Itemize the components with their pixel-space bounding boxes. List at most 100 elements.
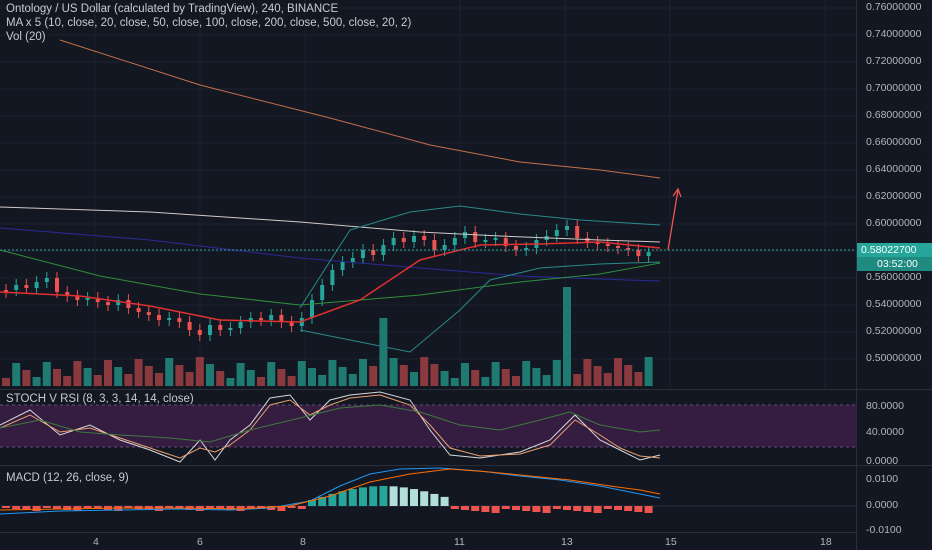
macd-tick: -0.0100 bbox=[866, 524, 902, 536]
volume-bar bbox=[53, 369, 61, 386]
symbol-title: Ontology / US Dollar (calculated by Trad… bbox=[6, 3, 338, 16]
bollinger-upper bbox=[300, 206, 660, 308]
macd-histogram-bar bbox=[43, 506, 51, 508]
volume-bar bbox=[451, 378, 459, 386]
volume-bar bbox=[94, 375, 102, 386]
macd-tick: 0.0000 bbox=[866, 499, 898, 511]
date-tick: 11 bbox=[454, 536, 465, 548]
price-tick: 0.50000000 bbox=[866, 352, 921, 364]
volume-bar bbox=[63, 376, 71, 386]
volume-bar bbox=[298, 361, 306, 386]
date-tick: 8 bbox=[300, 536, 306, 548]
macd-histogram-bar bbox=[522, 506, 530, 511]
macd-tick: 0.0100 bbox=[866, 473, 898, 485]
volume-bar bbox=[461, 363, 469, 386]
volume-bar bbox=[492, 362, 500, 386]
candle bbox=[14, 285, 18, 290]
volume-bar bbox=[114, 367, 122, 386]
volume-bar bbox=[2, 378, 10, 386]
candle bbox=[188, 322, 192, 330]
macd-histogram-bar bbox=[624, 506, 632, 511]
volume-bar bbox=[502, 369, 510, 386]
volume-bar bbox=[216, 371, 224, 386]
candle bbox=[208, 325, 212, 335]
main-chart[interactable] bbox=[0, 0, 857, 390]
price-tick: 0.56000000 bbox=[866, 271, 921, 283]
candle bbox=[483, 240, 487, 242]
volume-bar bbox=[359, 359, 367, 386]
candle bbox=[239, 322, 243, 328]
macd-histogram-bar bbox=[594, 506, 602, 513]
volume-bar bbox=[532, 368, 540, 386]
macd-histogram-bar bbox=[471, 506, 479, 511]
volume-bar bbox=[237, 363, 245, 386]
candle bbox=[361, 250, 365, 258]
macd-histogram-bar bbox=[135, 506, 143, 509]
time-axis[interactable] bbox=[0, 532, 857, 550]
volume-bar bbox=[390, 358, 398, 386]
date-tick: 4 bbox=[93, 536, 99, 548]
volume-bar bbox=[583, 359, 591, 386]
macd-histogram-bar bbox=[492, 506, 500, 513]
price-tick: 0.70000000 bbox=[866, 82, 921, 94]
macd-histogram-bar bbox=[155, 506, 163, 511]
volume-bar bbox=[135, 359, 143, 386]
macd-histogram-bar bbox=[430, 494, 438, 506]
candle bbox=[55, 278, 59, 292]
volume-bar bbox=[339, 367, 347, 386]
candle bbox=[432, 240, 436, 250]
price-tick: 0.54000000 bbox=[866, 298, 921, 310]
macd-histogram-bar bbox=[298, 506, 306, 509]
macd-histogram-bar bbox=[553, 506, 561, 509]
volume-bar bbox=[247, 370, 255, 386]
candle bbox=[35, 282, 39, 288]
volume-bar bbox=[288, 376, 296, 386]
candle bbox=[392, 238, 396, 245]
last-price-tag: 0.58022700 bbox=[857, 243, 932, 257]
volume-bar bbox=[349, 374, 357, 386]
price-tick: 0.74000000 bbox=[866, 28, 921, 40]
volume-bar bbox=[206, 364, 214, 386]
macd-histogram-bar bbox=[400, 487, 408, 506]
candle bbox=[575, 226, 579, 238]
candle bbox=[137, 308, 141, 312]
volume-bar bbox=[430, 364, 438, 386]
volume-bar bbox=[624, 365, 632, 386]
candle bbox=[494, 238, 498, 240]
candle bbox=[147, 312, 151, 315]
price-tick: 0.76000000 bbox=[866, 1, 921, 13]
candle bbox=[412, 236, 416, 242]
price-tick: 0.52000000 bbox=[866, 325, 921, 337]
volume-bar bbox=[124, 374, 132, 386]
candle bbox=[167, 318, 171, 320]
candle bbox=[198, 330, 202, 335]
price-tick: 0.68000000 bbox=[866, 109, 921, 121]
volume-bar bbox=[634, 372, 642, 386]
candle bbox=[126, 300, 130, 308]
volume-bar bbox=[563, 287, 571, 386]
macd-histogram-bar bbox=[12, 506, 20, 509]
candle bbox=[106, 302, 110, 305]
macd-histogram-bar bbox=[481, 506, 489, 512]
candle bbox=[218, 325, 222, 330]
macd-histogram-bar bbox=[379, 486, 387, 506]
volume-bar bbox=[196, 357, 204, 386]
candle bbox=[514, 246, 518, 250]
volume-bar bbox=[155, 373, 163, 386]
macd-histogram-bar bbox=[563, 506, 571, 510]
candle bbox=[290, 322, 294, 326]
candle bbox=[463, 232, 467, 238]
volume-bar bbox=[522, 361, 530, 386]
volume-bar bbox=[512, 376, 520, 386]
stoch-tick: 80.0000 bbox=[866, 400, 904, 412]
macd-histogram-bar bbox=[604, 506, 612, 509]
price-tick: 0.60000000 bbox=[866, 217, 921, 229]
stoch-label: STOCH V RSI (8, 3, 3, 14, 14, close) bbox=[6, 393, 194, 406]
stoch-tick: 40.0000 bbox=[866, 426, 904, 438]
bollinger-lower bbox=[300, 262, 660, 352]
volume-bar bbox=[420, 357, 428, 386]
countdown-tag: 03:52:00 bbox=[857, 257, 932, 271]
volume-bar bbox=[594, 366, 602, 386]
macd-histogram-bar bbox=[441, 497, 449, 506]
ma-500-line bbox=[60, 40, 660, 178]
